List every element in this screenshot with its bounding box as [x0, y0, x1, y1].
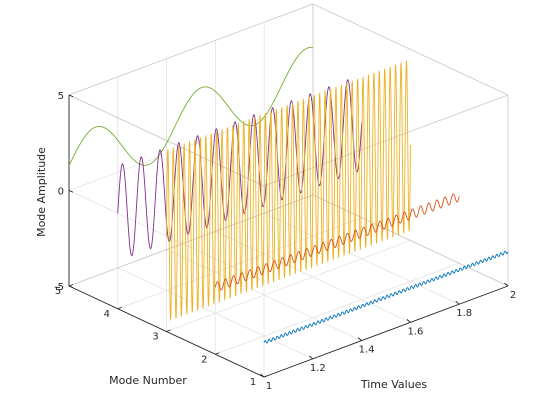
- z-tick-mark: [68, 285, 74, 289]
- box-edge: [68, 3, 314, 96]
- x-tick-label: 1: [266, 381, 272, 392]
- x-tick-label: 1.4: [359, 345, 375, 356]
- x-tick-mark: [260, 373, 265, 378]
- y-grid-line-floor: [117, 217, 362, 310]
- x-tick-mark: [406, 319, 411, 323]
- z-tick-mark: [68, 190, 74, 193]
- series-line-mode-1: [263, 250, 509, 344]
- x-tick-mark: [455, 300, 460, 305]
- y-tick-label: 1: [250, 377, 256, 388]
- x-tick-label: 1.8: [456, 308, 472, 319]
- x-tick-label: 1.6: [407, 326, 423, 337]
- y-tick-label: 4: [104, 309, 110, 320]
- y-tick-mark: [263, 375, 269, 378]
- y-axis-label: Mode Number: [109, 374, 187, 387]
- y-tick-label: 5: [55, 286, 61, 297]
- x-tick-mark: [309, 355, 314, 360]
- y-tick-mark: [215, 352, 220, 355]
- y-grid-line-floor: [215, 262, 460, 355]
- series-line-mode-5: [68, 46, 314, 166]
- series-line-mode-2: [214, 193, 460, 291]
- z-grid-line-back: [68, 99, 314, 191]
- y-tick-mark: [68, 284, 74, 287]
- y-tick-label: 3: [152, 332, 158, 343]
- y-tick-label: 2: [201, 354, 207, 365]
- x-tick-mark: [357, 337, 362, 341]
- z-axis-label: Mode Amplitude: [35, 147, 48, 237]
- box-edge: [312, 3, 509, 96]
- box-edge: [68, 94, 265, 187]
- z-tick-label: 5: [58, 91, 64, 102]
- box-edge: [312, 194, 509, 287]
- y-tick-mark: [166, 329, 171, 332]
- series-lines: [68, 46, 509, 344]
- x-tick-label: 2: [510, 290, 516, 301]
- x-axis-label: Time Values: [360, 378, 428, 391]
- x-tick-label: 1.2: [310, 363, 326, 374]
- z-tick-label: 0: [58, 187, 64, 198]
- series-line-mode-3: [166, 60, 411, 321]
- y-tick-mark: [117, 306, 122, 310]
- x-tick-mark: [504, 282, 509, 287]
- z-tick-mark: [68, 94, 74, 98]
- x-axis-line: [263, 285, 509, 378]
- z-tick-label: -5: [54, 282, 64, 293]
- y-grid-line-floor: [166, 240, 411, 332]
